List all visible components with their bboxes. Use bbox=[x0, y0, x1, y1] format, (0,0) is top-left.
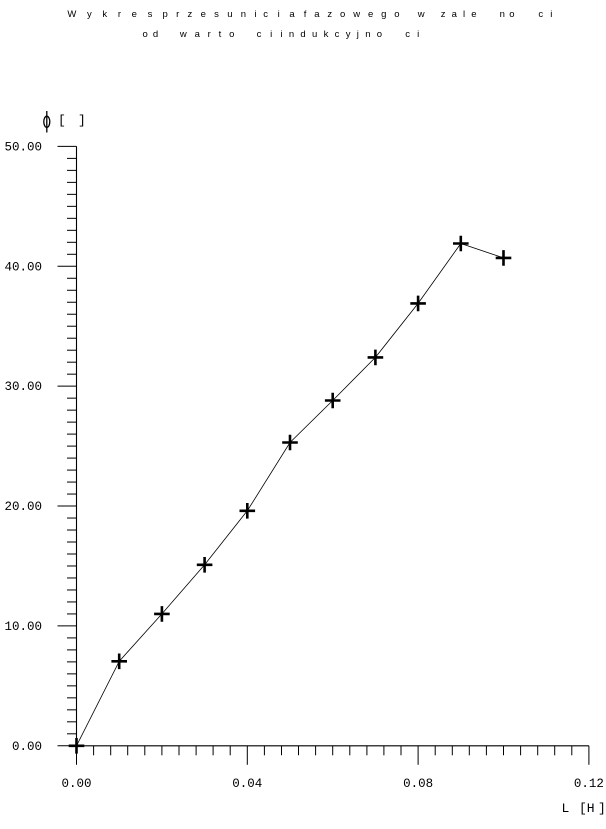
svg-text:0.08: 0.08 bbox=[403, 777, 433, 791]
svg-text:10.00: 10.00 bbox=[4, 620, 42, 634]
svg-text:0.12: 0.12 bbox=[574, 777, 604, 791]
svg-text:30.00: 30.00 bbox=[4, 380, 42, 394]
svg-text:[]: [] bbox=[58, 113, 86, 128]
svg-text:20.00: 20.00 bbox=[4, 500, 42, 514]
svg-text:0.00: 0.00 bbox=[61, 777, 91, 791]
svg-text:40.00: 40.00 bbox=[4, 260, 42, 274]
svg-text:L[H]: L [H] bbox=[562, 801, 606, 816]
svg-text:0.04: 0.04 bbox=[232, 777, 262, 791]
svg-text:50.00: 50.00 bbox=[4, 140, 42, 154]
svg-text:0.00: 0.00 bbox=[12, 740, 42, 754]
